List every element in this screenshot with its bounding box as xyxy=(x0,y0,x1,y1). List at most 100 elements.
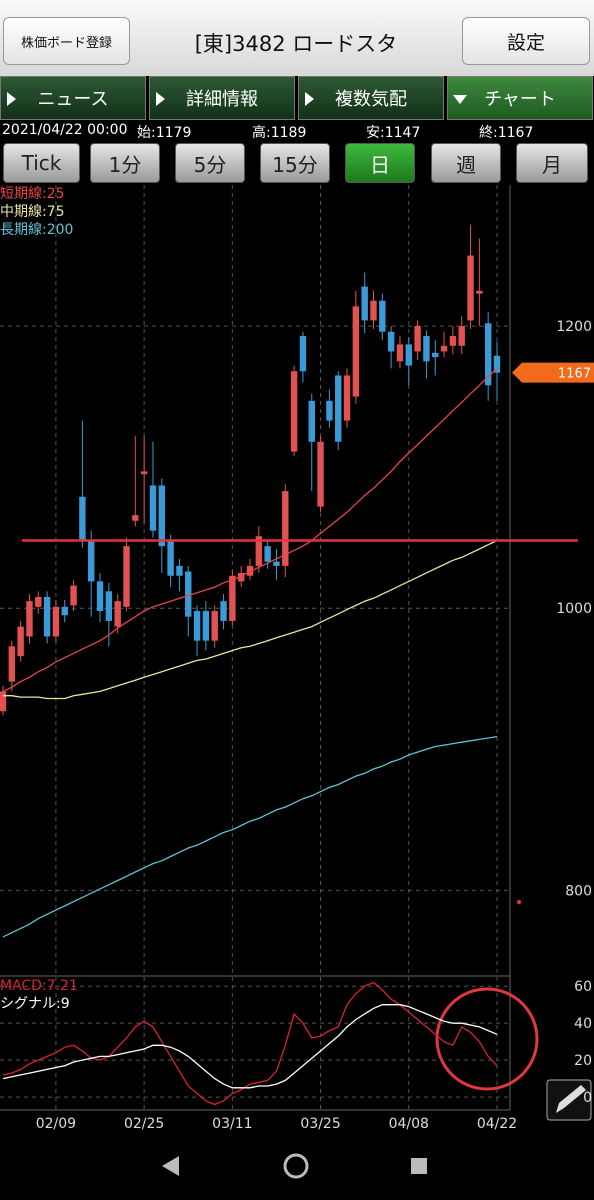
candle-body xyxy=(308,400,315,442)
candle-body xyxy=(167,540,174,576)
candle-body xyxy=(317,441,324,507)
candle-body xyxy=(229,575,236,621)
chart-background xyxy=(0,185,594,1135)
nav-bar xyxy=(0,1135,594,1200)
candle-body xyxy=(379,300,386,332)
candle-body xyxy=(414,326,421,352)
x-tick-label: 04/22 xyxy=(477,1116,517,1132)
candle-body xyxy=(123,546,130,607)
series-line xyxy=(2,367,498,692)
candle-body xyxy=(396,344,404,362)
quote-high: 高:1189 xyxy=(252,125,307,141)
x-tick-label: 03/11 xyxy=(212,1116,252,1132)
candle-body xyxy=(405,344,412,366)
candle-body xyxy=(88,540,95,582)
y-tick-label: 60 xyxy=(574,979,592,995)
candle-body xyxy=(35,596,42,607)
candle-body xyxy=(255,536,263,566)
period-button[interactable]: Tick xyxy=(3,143,80,183)
candle-body xyxy=(237,572,245,582)
candle-body xyxy=(211,611,218,641)
dot xyxy=(517,900,521,904)
period-button[interactable]: 月 xyxy=(516,143,588,183)
candle-body xyxy=(352,306,360,397)
candle-body xyxy=(52,606,60,637)
candle-body xyxy=(8,646,16,682)
nav-home[interactable] xyxy=(283,1153,309,1179)
candle-body xyxy=(264,546,271,562)
tab-label: 複数気配 xyxy=(335,89,407,110)
tab-label: 詳細情報 xyxy=(186,89,258,110)
candle-body xyxy=(326,400,333,421)
candle-body xyxy=(440,345,448,352)
candle-body xyxy=(61,606,68,616)
candle-body xyxy=(273,561,280,566)
candle-body xyxy=(343,375,351,421)
candle-body xyxy=(335,375,342,442)
tab[interactable]: ニュース xyxy=(0,76,146,120)
candle-body xyxy=(132,515,139,521)
nav-recent[interactable] xyxy=(411,1158,427,1174)
y-tick-label: 20 xyxy=(574,1053,592,1069)
tab[interactable]: 複数気配 xyxy=(298,76,444,120)
candle-body xyxy=(96,581,104,612)
candle-body xyxy=(193,611,201,641)
tab-label: ニュース xyxy=(37,89,109,110)
settings-button[interactable]: 設定 xyxy=(462,17,590,65)
legend-entry: 長期線:200 xyxy=(0,222,73,238)
candle-body xyxy=(158,485,165,547)
y-tick-label: 1000 xyxy=(556,601,592,617)
candle-body xyxy=(493,355,501,373)
candle-body xyxy=(476,290,483,294)
candle-body xyxy=(0,691,7,712)
annotation-circle xyxy=(435,987,539,1091)
nav-back[interactable] xyxy=(162,1156,179,1176)
candle-body xyxy=(290,371,298,452)
quote-low: 安:1147 xyxy=(366,125,421,141)
last-price-marker xyxy=(512,362,594,383)
tab-label: チャート xyxy=(484,89,556,110)
legend-entry: 短期線:25 xyxy=(0,186,65,202)
x-tick-label: 02/25 xyxy=(124,1116,164,1132)
candle-body xyxy=(26,601,33,637)
period-button[interactable]: 5分 xyxy=(175,143,245,183)
period-button[interactable]: 15分 xyxy=(260,143,330,183)
candle-body xyxy=(299,335,307,372)
series-line xyxy=(2,1004,498,1089)
candle-body xyxy=(43,596,51,637)
legend-entry: MACD:7.21 xyxy=(0,978,78,994)
period-button[interactable]: 日 xyxy=(345,143,415,183)
y-tick-label: 1200 xyxy=(556,319,592,335)
candle-body xyxy=(220,601,227,621)
x-tick-label: 03/25 xyxy=(300,1116,340,1132)
candle-body xyxy=(361,286,368,321)
y-tick-label: 40 xyxy=(574,1016,592,1032)
last-price-label: 1167 xyxy=(558,367,591,382)
candle-body xyxy=(202,611,210,641)
period-button[interactable]: 1分 xyxy=(90,143,160,183)
candle-body xyxy=(282,491,289,566)
quote-close: 終:1167 xyxy=(479,125,534,141)
candle-body xyxy=(484,323,492,386)
series-line xyxy=(2,735,498,938)
period-button[interactable]: 週 xyxy=(431,143,501,183)
quote-datetime: 2021/04/22 00:00 xyxy=(2,122,128,138)
candle-body xyxy=(467,255,474,321)
candle-body xyxy=(114,601,121,627)
tab[interactable]: チャート xyxy=(447,76,593,120)
candle-body xyxy=(449,335,457,346)
y-tick-label: 0 xyxy=(583,1090,592,1106)
legend-entry: シグナル:9 xyxy=(0,996,70,1012)
candle-body xyxy=(105,591,113,621)
x-tick-label: 04/08 xyxy=(389,1116,429,1132)
x-tick-label: 02/09 xyxy=(36,1116,76,1132)
candle-body xyxy=(423,335,430,362)
candle-body xyxy=(458,326,465,346)
candle-body xyxy=(185,571,192,617)
candle-body xyxy=(370,300,377,321)
tab[interactable]: 詳細情報 xyxy=(149,76,295,120)
board-button[interactable]: 株価ボード登録 xyxy=(3,17,130,65)
candle-body xyxy=(70,585,77,606)
quote-open: 始:1179 xyxy=(137,125,192,141)
candle-body xyxy=(79,496,86,541)
